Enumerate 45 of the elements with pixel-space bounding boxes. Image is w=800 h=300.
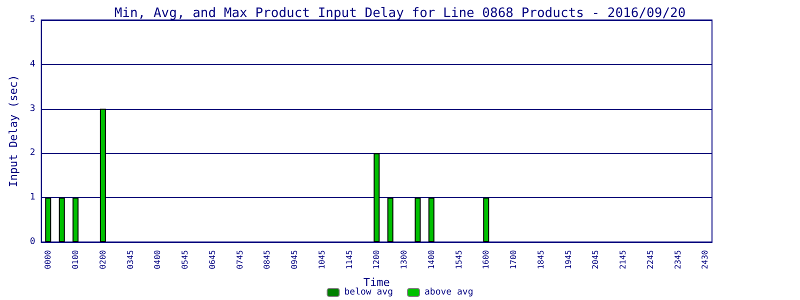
bar	[45, 198, 52, 242]
x-tick-label: 2045	[591, 250, 600, 270]
x-tick-label: 0845	[262, 250, 272, 270]
x-tick-label: 1700	[509, 250, 518, 270]
y-tick-label: 4	[30, 59, 36, 70]
x-tick-label: 1145	[344, 250, 354, 270]
x-tick-label: 0400	[153, 250, 162, 270]
bar	[100, 108, 106, 242]
x-tick-label: 1945	[564, 250, 573, 270]
x-tick-label: 0545	[180, 250, 190, 270]
y-tick-label: 5	[30, 15, 36, 25]
y-tick-label: 0	[30, 237, 36, 247]
chart-title: Min, Avg, and Max Product Input Delay for Line 0868 Products - 2016/09/20	[114, 6, 686, 21]
x-tick-label: 0645	[208, 250, 217, 270]
x-tick-label: 2245	[646, 250, 655, 270]
bar	[72, 198, 79, 242]
x-tick-label: 2430	[700, 250, 710, 270]
x-tick-label: 0200	[98, 250, 108, 270]
y-axis-title: Input Delay (sec)	[7, 74, 20, 188]
legend-label: above avg	[424, 288, 474, 298]
bar	[58, 198, 65, 242]
bar	[483, 198, 490, 242]
x-axis-title: Time	[363, 276, 390, 290]
x-tick-label: 2145	[618, 250, 628, 270]
y-tick-label: 3	[30, 104, 36, 114]
bar	[374, 153, 380, 242]
x-tick-label: 0745	[235, 250, 244, 270]
bar	[387, 198, 394, 242]
x-tick-label: 1200	[372, 250, 382, 270]
x-tick-label: 1045	[317, 250, 326, 270]
x-tick-label: 2345	[673, 250, 682, 270]
x-tick-label: 1545	[454, 250, 464, 270]
bar	[414, 198, 421, 242]
bar	[428, 198, 434, 242]
x-tick-label: 0000	[44, 250, 53, 270]
x-tick-label: 0345	[126, 250, 135, 270]
x-tick-label: 0945	[290, 250, 300, 270]
y-tick-label: 1	[30, 192, 36, 203]
x-tick-label: 1400	[426, 250, 436, 270]
x-tick-label: 1845	[536, 250, 546, 270]
y-tick-label: 2	[30, 148, 36, 158]
x-tick-label: 0100	[71, 250, 80, 270]
legend-label: below avg	[344, 288, 394, 298]
x-tick-label: 1300	[400, 250, 409, 270]
x-tick-label: 1600	[482, 250, 491, 270]
